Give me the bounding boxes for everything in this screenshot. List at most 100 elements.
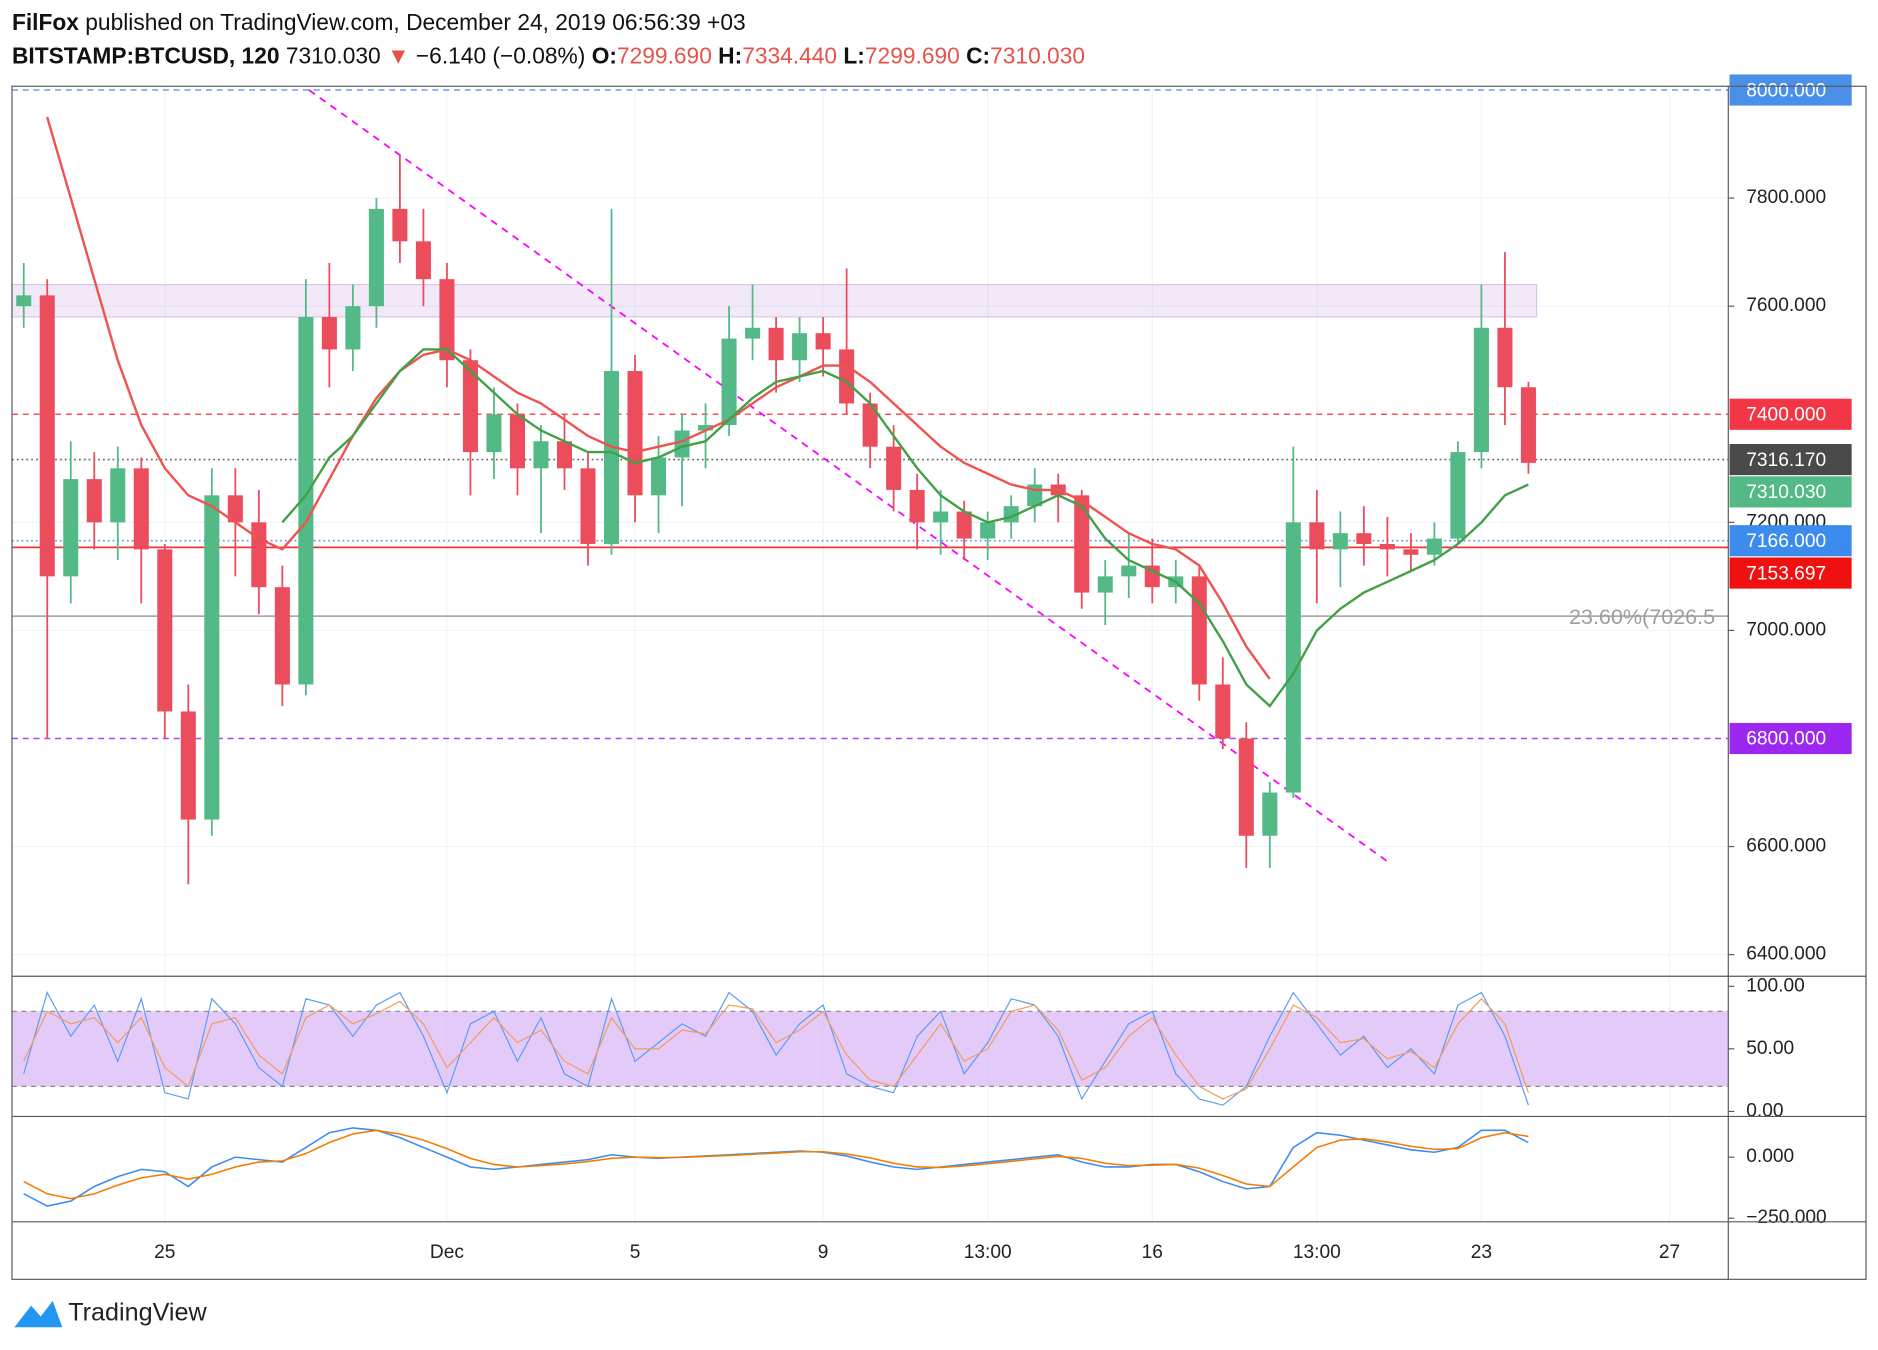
- price-label-box: [1729, 722, 1852, 755]
- candle-body: [133, 468, 149, 550]
- stoch-k: [23, 990, 1529, 1106]
- candle-body: [909, 489, 925, 523]
- candle-body: [627, 371, 643, 496]
- candle-body: [956, 511, 972, 539]
- candle-body: [1144, 565, 1160, 588]
- price-label-box: [1729, 557, 1852, 589]
- published: published on TradingView.com, December 2…: [85, 9, 745, 35]
- candle-body: [345, 306, 361, 350]
- x-tick-label: 23: [1471, 1242, 1492, 1263]
- candle-body: [1309, 522, 1325, 550]
- price-label-box: [1729, 525, 1852, 557]
- candle-body: [603, 371, 620, 544]
- stoch-tick-label: 100.00: [1746, 975, 1805, 996]
- candle-body: [580, 468, 596, 544]
- candle-body: [157, 549, 173, 712]
- candle-body: [862, 403, 878, 447]
- candle-body: [415, 241, 431, 280]
- frame: [11, 85, 1867, 1280]
- candle-body: [298, 316, 314, 685]
- price-label-box: [1729, 476, 1852, 508]
- x-tick-label: 5: [630, 1242, 641, 1263]
- low: 7299.690: [865, 43, 960, 69]
- candle-body: [745, 327, 761, 339]
- candle-body: [651, 457, 667, 496]
- close: 7310.030: [990, 43, 1085, 69]
- c-label: C:: [966, 43, 990, 69]
- open: 7299.690: [617, 43, 712, 69]
- candle-body: [980, 522, 996, 539]
- moving-average: [281, 348, 1529, 708]
- publisher: FilFox: [12, 9, 79, 35]
- candle-body: [321, 316, 337, 350]
- l-label: L:: [843, 43, 864, 69]
- x-tick-label: 16: [1142, 1242, 1163, 1263]
- candle-body: [227, 495, 243, 523]
- y-tick-label: 7800.000: [1746, 187, 1826, 208]
- logo: TradingView: [14, 1299, 207, 1328]
- candle-body: [1403, 549, 1419, 555]
- candle-body: [721, 338, 737, 426]
- candle-body: [180, 711, 196, 820]
- price-label: 7153.697: [1746, 563, 1826, 584]
- candle-body: [86, 479, 102, 523]
- candle-body: [16, 295, 32, 307]
- candle-body: [1191, 576, 1207, 685]
- macd-line: [23, 1127, 1529, 1207]
- macd-tick-label: −250.000: [1746, 1207, 1826, 1228]
- last-price: 7310.030: [286, 43, 381, 69]
- candle-body: [1097, 576, 1113, 593]
- trendline: [308, 89, 1390, 864]
- x-tick-label: 9: [818, 1242, 829, 1263]
- candle-body: [204, 495, 220, 820]
- x-tick-label: 13:00: [964, 1242, 1012, 1263]
- candle-body: [1450, 452, 1466, 539]
- arrow: ▼: [387, 43, 410, 69]
- plot: 25 Dec 5 9 13:00 16 13:00 23 27 6400.000 6600.000 7…: [11, 74, 1852, 1263]
- candle-body: [392, 208, 408, 242]
- y-tick-label: 6400.000: [1746, 944, 1826, 965]
- o-label: O:: [592, 43, 617, 69]
- candle-body: [1426, 538, 1442, 555]
- signal-line: [23, 1129, 1529, 1200]
- candle-body: [1074, 495, 1090, 593]
- candle-body: [839, 349, 855, 404]
- high: 7334.440: [742, 43, 837, 69]
- zone: [11, 283, 1538, 318]
- candle-body: [110, 468, 126, 523]
- brand: TradingView: [68, 1299, 207, 1327]
- candle-body: [462, 360, 478, 453]
- candle-body: [509, 414, 525, 469]
- x-tick-label: Dec: [430, 1242, 464, 1263]
- price-label: 7316.170: [1746, 450, 1826, 471]
- candle-body: [1497, 327, 1513, 388]
- candle-body: [674, 430, 690, 458]
- y-tick-label: 6600.000: [1746, 836, 1826, 857]
- candle-body: [1379, 543, 1395, 550]
- price-label: 7310.030: [1746, 482, 1826, 503]
- y-tick-label: 7600.000: [1746, 295, 1826, 316]
- candle-body: [486, 414, 502, 453]
- candle-body: [768, 327, 784, 361]
- price-label-box: [1729, 398, 1852, 430]
- candle-body: [251, 522, 267, 588]
- candle-body: [1121, 565, 1137, 577]
- candle-body: [556, 441, 573, 469]
- price-label: 6800.000: [1746, 729, 1826, 750]
- candle-body: [533, 441, 549, 469]
- publish-line: FilFox published on TradingView.com, Dec…: [12, 9, 746, 35]
- moving-average: [46, 116, 1271, 680]
- stoch-tick-label: 0.00: [1746, 1100, 1783, 1121]
- h-label: H:: [718, 43, 742, 69]
- price-label-box: [1729, 74, 1852, 106]
- candle-body: [1285, 522, 1301, 793]
- candle-body: [1520, 387, 1536, 463]
- x-tick-label: 13:00: [1293, 1242, 1341, 1263]
- candle-body: [1215, 684, 1231, 739]
- candle-body: [792, 333, 808, 361]
- candle-body: [63, 479, 79, 577]
- x-tick-label: 27: [1659, 1242, 1680, 1263]
- candle-body: [1356, 533, 1372, 544]
- symbol: BITSTAMP:BTCUSD, 120: [12, 43, 280, 69]
